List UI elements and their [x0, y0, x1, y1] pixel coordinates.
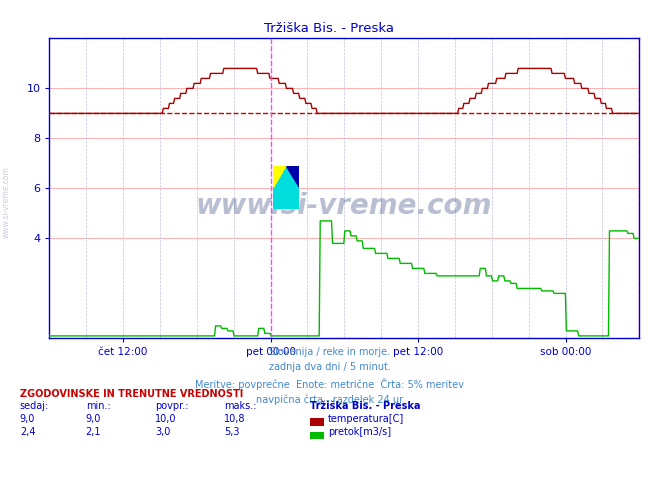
- Text: 3,0: 3,0: [155, 427, 170, 437]
- Text: www.si-vreme.com: www.si-vreme.com: [196, 192, 492, 220]
- Polygon shape: [273, 166, 299, 209]
- Text: 5,3: 5,3: [224, 427, 240, 437]
- Polygon shape: [273, 166, 286, 187]
- Polygon shape: [273, 166, 299, 209]
- Text: Slovenija / reke in morje.: Slovenija / reke in morje.: [269, 347, 390, 357]
- Polygon shape: [273, 166, 299, 209]
- Text: 2,1: 2,1: [86, 427, 101, 437]
- Text: 9,0: 9,0: [20, 414, 35, 424]
- Text: maks.:: maks.:: [224, 401, 256, 411]
- Polygon shape: [273, 166, 286, 187]
- Text: povpr.:: povpr.:: [155, 401, 188, 411]
- Text: sedaj:: sedaj:: [20, 401, 49, 411]
- Text: 10,8: 10,8: [224, 414, 246, 424]
- Text: 9,0: 9,0: [86, 414, 101, 424]
- Text: Tržiška Bis. - Preska: Tržiška Bis. - Preska: [264, 22, 395, 35]
- Text: www.si-vreme.com: www.si-vreme.com: [2, 166, 11, 238]
- Text: zadnja dva dni / 5 minut.: zadnja dva dni / 5 minut.: [269, 362, 390, 372]
- Text: pretok[m3/s]: pretok[m3/s]: [328, 427, 391, 437]
- Text: Tržiška Bis. - Preska: Tržiška Bis. - Preska: [310, 401, 420, 411]
- Text: temperatura[C]: temperatura[C]: [328, 414, 405, 424]
- Text: ZGODOVINSKE IN TRENUTNE VREDNOSTI: ZGODOVINSKE IN TRENUTNE VREDNOSTI: [20, 389, 243, 399]
- Text: 2,4: 2,4: [20, 427, 36, 437]
- Text: navpična črta - razdelek 24 ur: navpična črta - razdelek 24 ur: [256, 394, 403, 405]
- Polygon shape: [273, 166, 299, 209]
- Text: min.:: min.:: [86, 401, 111, 411]
- Text: Meritve: povprečne  Enote: metrične  Črta: 5% meritev: Meritve: povprečne Enote: metrične Črta:…: [195, 378, 464, 390]
- Polygon shape: [286, 166, 299, 187]
- Polygon shape: [273, 166, 286, 187]
- Text: 10,0: 10,0: [155, 414, 177, 424]
